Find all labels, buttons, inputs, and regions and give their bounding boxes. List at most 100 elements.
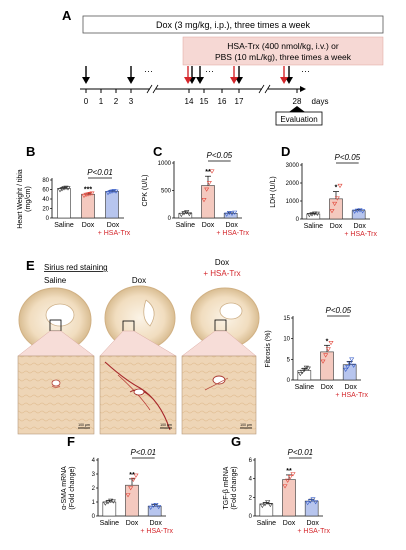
data-point-g: [313, 500, 319, 505]
bar-b-1: [81, 193, 95, 219]
data-point-f: [148, 505, 154, 510]
data-point-f: [130, 477, 136, 482]
heart-section-saline: [18, 287, 92, 353]
y-tick-label-b: 0: [46, 216, 50, 222]
y-tick-label-b: 60: [42, 188, 49, 194]
data-point-f: [105, 500, 111, 505]
y-axis-label-c: CPK (U/L): [142, 175, 149, 207]
data-point-g: [265, 500, 271, 505]
y-tick-label-c: 0: [168, 216, 172, 222]
col-saline-label: Saline: [44, 276, 67, 285]
tick-2: 2: [114, 97, 119, 106]
data-point-d: [312, 211, 318, 216]
data-point-e: [297, 372, 303, 377]
pvalue-label-d: P<0.05: [335, 153, 361, 162]
x-label-c-0: Saline: [176, 222, 196, 229]
chart-c: [172, 160, 242, 219]
y-tick-label-e: 5: [287, 357, 291, 363]
evaluation-box: [275, 111, 323, 126]
x-label-e-1: Dox: [321, 384, 334, 391]
x-label-f-1: Dox: [126, 520, 139, 527]
tick-0: 0: [84, 97, 89, 106]
data-point-f: [153, 503, 159, 508]
sig-mark-b: ***: [84, 186, 92, 193]
evaluation-label: Evaluation: [280, 115, 317, 124]
zoom-lines: [17, 330, 257, 357]
x-label-f-2b: + HSA-Trx: [140, 528, 173, 535]
data-point-c: [232, 210, 238, 215]
data-point-c: [224, 212, 230, 217]
y-tick-label-d: 1000: [286, 199, 300, 205]
tick-1: 1: [99, 97, 104, 106]
x-label-g-2a: Dox: [306, 520, 319, 527]
data-point-d: [354, 208, 360, 213]
pvalue-label-g: P<0.01: [288, 448, 314, 457]
data-point-e: [347, 361, 353, 366]
y-axis-label-g: TGF-β mRNA: [223, 466, 230, 509]
x-label-b-0: Saline: [54, 222, 74, 229]
data-point-g: [262, 502, 268, 507]
data-point-f: [125, 493, 131, 498]
bar-c-1: [201, 185, 215, 219]
y-tick-label-g: 6: [249, 458, 253, 464]
y-tick-label-d: 3000: [286, 163, 300, 169]
data-point-b: [65, 186, 71, 191]
y-tick-label-e: 15: [283, 316, 290, 322]
x-label-e-0: Saline: [295, 384, 315, 391]
chart-g: [253, 457, 323, 517]
x-label-g-0: Saline: [257, 520, 277, 527]
hsa-trx-arrows: [184, 66, 288, 84]
x-label-f-0: Saline: [100, 520, 120, 527]
x-label-c-2a: Dox: [225, 222, 238, 229]
data-point-b: [113, 189, 119, 194]
data-point-b: [105, 191, 111, 196]
x-label-b-2a: Dox: [107, 222, 120, 229]
panel-d-letter: D: [281, 144, 290, 159]
x-label-e-2a: Dox: [344, 384, 357, 391]
data-point-b: [59, 187, 65, 192]
data-point-c: [201, 198, 207, 203]
data-point-g: [259, 503, 265, 509]
evaluation-arrow-icon: [289, 106, 305, 112]
data-point-e: [303, 365, 309, 370]
bar-f-1: [125, 484, 139, 517]
bar-b-2: [105, 191, 119, 219]
panel-f-letter: F: [67, 434, 75, 449]
x-label-d-0: Saline: [304, 223, 324, 230]
y-tick-label-g: 4: [249, 477, 253, 483]
panel-c-letter: C: [153, 144, 163, 159]
y-tick-label-f: 0: [92, 514, 96, 520]
chart-e: [291, 315, 361, 381]
dots-3: ···: [301, 66, 310, 76]
data-point-d: [309, 212, 315, 217]
col-hsa-label-2: + HSA-Trx: [203, 269, 240, 278]
panel-a-letter: A: [62, 8, 72, 23]
y-tick-label-f: 2: [92, 486, 96, 492]
y-axis-unit-g: (Fold change): [231, 466, 238, 509]
y-tick-label-e: 10: [283, 337, 290, 343]
pvalue-label-f: P<0.01: [131, 448, 157, 457]
chart-d: [300, 162, 370, 220]
data-point-g: [290, 472, 296, 477]
y-tick-label-c: 1000: [158, 161, 172, 167]
panel-b-letter: B: [26, 144, 35, 159]
tick-17: 17: [235, 97, 244, 106]
data-point-e: [301, 367, 307, 373]
data-point-e: [343, 367, 349, 373]
pvalue-label-c: P<0.05: [207, 151, 233, 160]
x-label-d-2b: + HSA-Trx: [344, 231, 377, 238]
y-tick-label-c: 500: [161, 189, 172, 195]
dox-regimen-text: Dox (3 mg/kg, i.p.), three times a week: [156, 20, 311, 30]
x-label-g-2b: + HSA-Trx: [297, 528, 330, 535]
data-point-f: [110, 499, 116, 504]
hsa-regimen-line2: PBS (10 mL/kg), three times a week: [215, 52, 352, 62]
data-point-g: [267, 503, 273, 508]
y-axis-label-f: α-SMA mRNA: [61, 466, 68, 510]
data-point-d: [337, 183, 343, 189]
data-point-d: [360, 209, 366, 214]
x-label-d-2a: Dox: [353, 223, 366, 230]
col-hsa-label-1: Dox: [215, 258, 229, 267]
data-point-c: [186, 212, 192, 217]
